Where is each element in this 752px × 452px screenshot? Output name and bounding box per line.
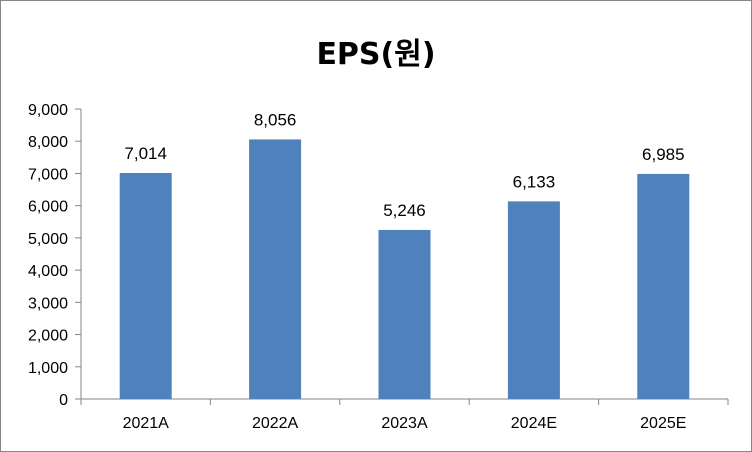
x-tick-label: 2021A xyxy=(123,415,170,432)
bars xyxy=(119,139,690,399)
y-tick-label: 7,000 xyxy=(28,166,68,183)
bar xyxy=(378,229,431,399)
y-tick-label: 4,000 xyxy=(28,263,68,280)
x-tick-label: 2022A xyxy=(252,415,299,432)
bar xyxy=(119,172,172,399)
y-tick-label: 3,000 xyxy=(28,295,68,312)
y-tick-label: 5,000 xyxy=(28,231,68,248)
y-tick-label: 8,000 xyxy=(28,134,68,151)
data-label: 6,985 xyxy=(642,145,685,164)
y-tick-label: 6,000 xyxy=(28,199,68,216)
data-label: 8,056 xyxy=(254,110,297,129)
data-label: 6,133 xyxy=(513,172,556,191)
data-label: 5,246 xyxy=(383,201,426,220)
axes: 0 1,000 2,000 3,000 4,000 5,000 6,000 7,000 8,00… xyxy=(28,102,729,409)
y-tick-label: 0 xyxy=(59,392,68,409)
y-tick-label: 1,000 xyxy=(28,360,68,377)
bar xyxy=(637,173,690,399)
data-label: 7,014 xyxy=(124,144,167,163)
labels: 7,014 2021A 8,056 2022A 5,246 2023A 6,133 2024E… xyxy=(123,110,687,432)
y-tick-label: 9,000 xyxy=(28,102,68,119)
y-tick-label: 2,000 xyxy=(28,328,68,345)
x-tick-label: 2025E xyxy=(640,415,686,432)
bar xyxy=(507,201,560,399)
x-tick-label: 2023A xyxy=(381,415,428,432)
x-tick-label: 2024E xyxy=(511,415,557,432)
chart-title: EPS(원) xyxy=(316,37,436,72)
bar xyxy=(249,139,302,399)
